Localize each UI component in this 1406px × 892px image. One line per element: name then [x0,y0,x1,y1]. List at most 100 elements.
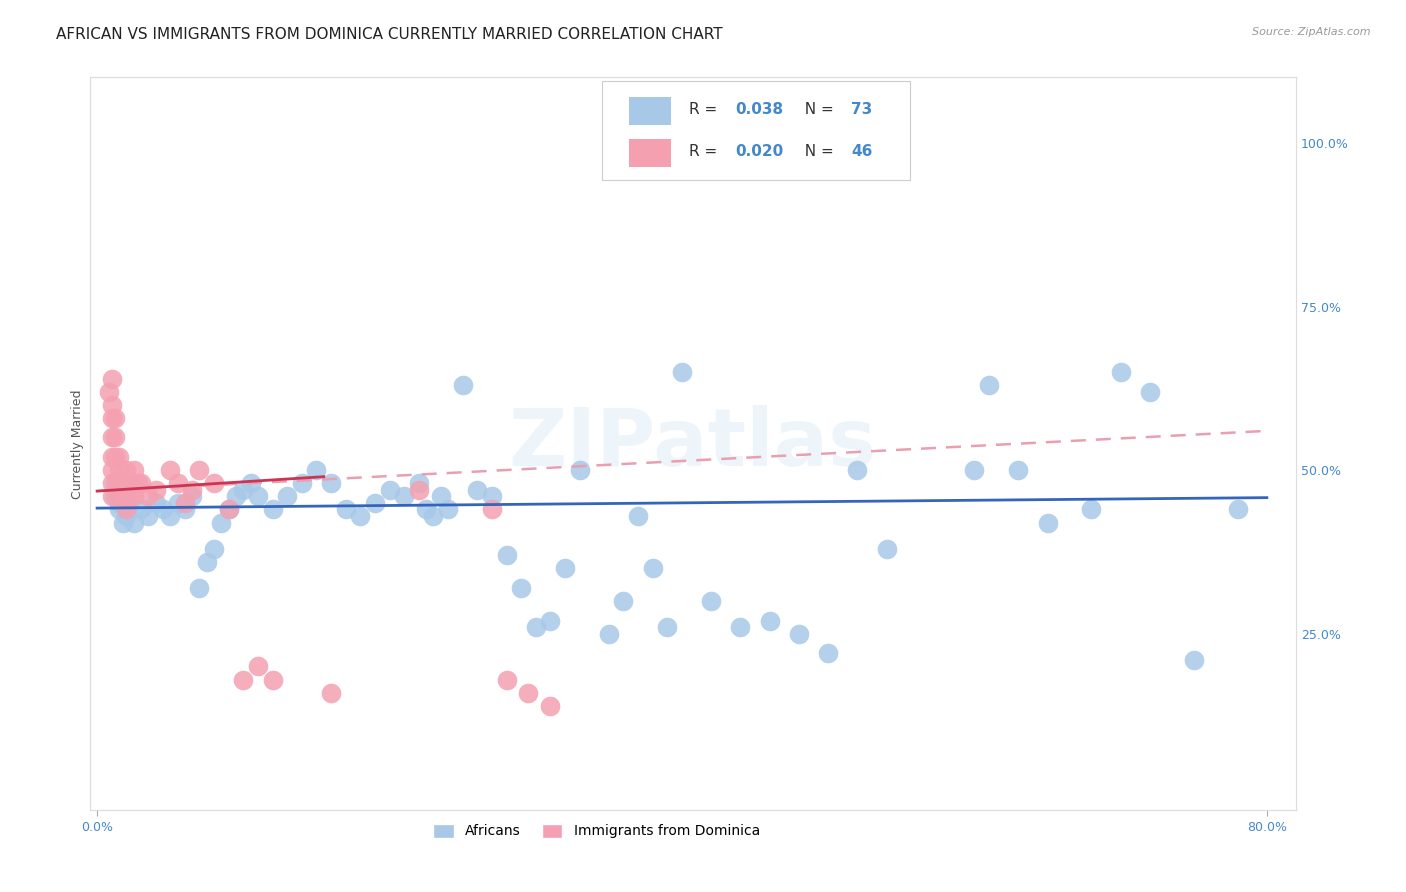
Point [218,502,240,516]
Point [136,489,159,503]
Point [195,555,218,569]
FancyBboxPatch shape [602,81,910,180]
Point [115,476,138,491]
Point [319,476,342,491]
Point [122,516,145,530]
Point [378,483,401,497]
Point [422,508,444,523]
Point [817,647,839,661]
Point [104,476,127,491]
Bar [628,97,671,125]
Point [415,502,437,516]
Point [627,508,650,523]
Point [188,581,211,595]
Point [188,463,211,477]
Point [129,476,152,491]
Point [465,483,488,497]
Point [408,483,430,497]
Point [100,476,122,491]
Point [108,476,131,491]
Point [429,489,451,503]
Point [97,384,120,399]
Point [173,502,195,516]
Point [108,463,131,477]
Point [145,496,167,510]
Point [159,508,181,523]
Text: R =: R = [689,144,723,159]
Point [963,463,986,477]
Point [364,496,387,510]
Point [1182,653,1205,667]
Point [202,476,225,491]
Text: 46: 46 [851,144,872,159]
Point [112,483,135,497]
Point [977,378,1000,392]
Point [115,508,138,523]
Point [846,463,869,477]
Point [122,489,145,503]
Point [104,489,127,503]
Text: 0.038: 0.038 [735,102,783,117]
Text: N =: N = [796,102,839,117]
Point [173,496,195,510]
Point [100,463,122,477]
Point [239,476,262,491]
Point [181,489,204,503]
Point [129,502,152,516]
Point [335,502,357,516]
Point [108,496,131,510]
Point [104,410,127,425]
Point [408,476,430,491]
Point [787,627,810,641]
Point [209,516,232,530]
Point [136,508,159,523]
Point [657,620,679,634]
Point [671,365,693,379]
Point [1007,463,1029,477]
Bar [628,139,671,168]
Point [291,476,314,491]
Point [166,476,188,491]
Point [115,489,138,503]
Point [495,673,517,687]
Point [305,463,328,477]
Point [538,698,561,713]
Point [159,463,181,477]
Text: R =: R = [689,102,723,117]
Point [730,620,752,634]
Point [1080,502,1102,516]
Y-axis label: Currently Married: Currently Married [72,389,84,499]
Point [100,450,122,464]
Point [758,614,780,628]
Point [181,483,204,497]
Point [481,502,503,516]
Point [118,489,141,503]
Point [104,430,127,444]
Point [202,541,225,556]
Point [108,450,131,464]
Point [262,502,284,516]
Point [538,614,561,628]
Text: ZIPatlas: ZIPatlas [509,405,877,483]
Legend: Africans, Immigrants from Dominica: Africans, Immigrants from Dominica [427,818,765,844]
Point [100,430,122,444]
Point [232,673,254,687]
Point [232,483,254,497]
Point [1036,516,1059,530]
Point [276,489,298,503]
Point [1109,365,1132,379]
Point [1139,384,1161,399]
Point [115,463,138,477]
Point [100,371,122,385]
Point [152,502,174,516]
Point [100,410,122,425]
Point [510,581,533,595]
Point [612,594,634,608]
Text: AFRICAN VS IMMIGRANTS FROM DOMINICA CURRENTLY MARRIED CORRELATION CHART: AFRICAN VS IMMIGRANTS FROM DOMINICA CURR… [56,27,723,42]
Point [554,561,576,575]
Point [481,489,503,503]
Point [112,516,135,530]
Point [437,502,460,516]
Point [451,378,474,392]
Point [118,502,141,516]
